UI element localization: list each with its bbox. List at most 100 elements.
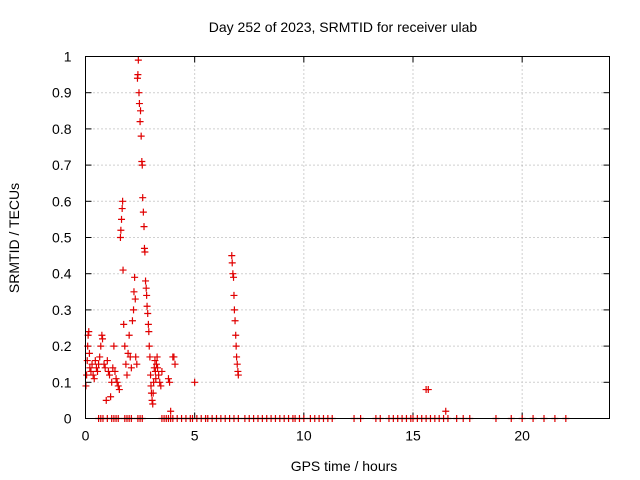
data-point [136,118,144,126]
data-point [191,378,199,386]
data-point [142,277,150,285]
x-tick-label: 5 [191,428,199,444]
data-point [94,367,102,375]
data-point [143,302,151,310]
data-point [139,194,147,202]
data-point [118,215,126,223]
data-point [233,353,241,361]
data-point [133,360,141,368]
data-point [156,378,164,386]
data-point [151,357,159,365]
data-point [97,342,105,350]
data-point [119,197,127,205]
data-point [150,378,158,386]
data-point [130,288,138,296]
y-tick-label: 0.9 [52,85,72,101]
data-point [119,266,127,274]
y-tick-label: 0.3 [52,302,72,318]
data-point [233,360,241,368]
data-point [83,371,91,379]
data-point [127,364,135,372]
data-point [148,396,156,404]
data-point [230,306,238,314]
data-point [143,291,151,299]
data-point [232,331,240,339]
data-point [101,364,109,372]
data-point [115,386,123,394]
data-point [114,382,122,390]
data-point [90,375,98,383]
data-point [102,396,110,404]
data-point [135,89,143,97]
data-point [164,375,172,383]
data-point [89,371,97,379]
y-tick-label: 0.5 [52,230,72,246]
y-tick-label: 0.1 [52,374,72,390]
data-point [167,407,175,415]
data-points [82,56,570,422]
data-point [131,273,139,281]
data-point [232,342,240,350]
data-point [103,357,111,365]
data-point [145,328,153,336]
data-point [118,205,126,213]
data-point [104,367,112,375]
data-point [230,291,238,299]
data-point [147,371,155,379]
data-point [149,389,157,397]
chart-title: Day 252 of 2023, SRMTID for receiver ula… [209,19,478,35]
x-tick-label: 20 [514,428,530,444]
data-point [144,310,152,318]
data-point [88,360,96,368]
data-point [113,378,121,386]
data-point [122,360,130,368]
data-point [231,317,239,325]
data-point [153,353,161,361]
y-axis-label: SRMTID / TECUs [6,183,22,293]
data-point [229,270,237,278]
data-point [123,371,131,379]
data-point [131,295,139,303]
data-point [120,320,128,328]
data-point [100,360,108,368]
y-tick-label: 0.7 [52,157,72,173]
data-point [442,407,450,415]
data-point [230,273,238,281]
data-point [107,393,115,401]
x-tick-label: 0 [82,428,90,444]
x-tick-label: 15 [405,428,421,444]
y-tick-label: 0.6 [52,193,72,209]
data-point [228,259,236,267]
y-tick-label: 0.4 [52,266,72,282]
y-tick-label: 0.2 [52,338,72,354]
data-point [134,56,142,64]
data-point [138,161,146,169]
data-point [228,252,236,260]
data-point [109,364,117,372]
data-point [121,342,129,350]
data-point [117,226,125,234]
x-axis-label: GPS time / hours [291,458,398,474]
data-point [86,364,94,372]
y-axis-tick-labels: 0 0.1 0.2 0.3 0.4 0.5 0.6 0.7 0.8 0.9 1 [52,49,72,427]
data-point [83,357,91,365]
grid-lines [85,56,610,419]
plot-frame [85,56,610,419]
data-point [141,248,149,256]
data-point [158,367,166,375]
y-tick-label: 0 [64,411,72,427]
data-point [112,375,120,383]
data-point [151,367,159,375]
x-axis-tick-labels: 0 5 10 15 20 [82,428,531,444]
data-point [170,353,178,361]
data-point [145,342,153,350]
y-tick-label: 0.8 [52,121,72,137]
data-point [149,400,157,408]
data-point [85,328,93,336]
data-point [171,360,179,368]
data-point [134,71,142,79]
data-point [142,284,150,292]
data-point [92,364,100,372]
data-point [139,208,147,216]
data-point [146,353,154,361]
